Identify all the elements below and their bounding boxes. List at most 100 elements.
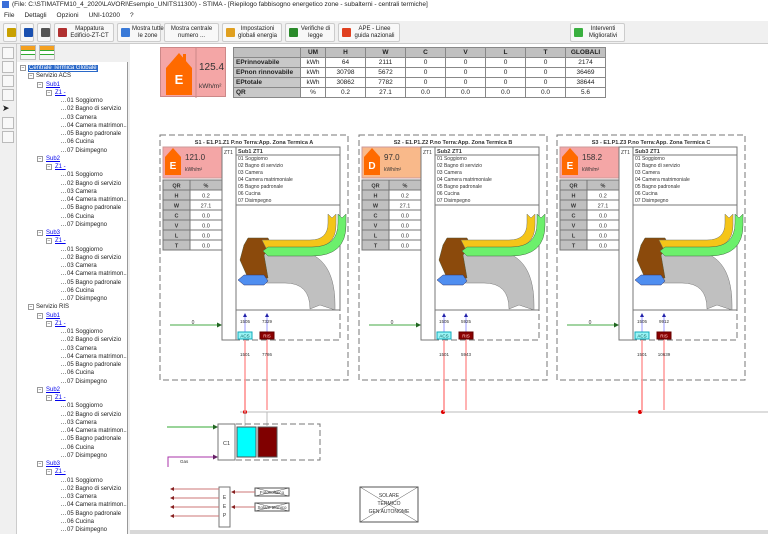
- tree-zone[interactable]: Z1 -: [55, 89, 66, 96]
- zoom-window-icon[interactable]: [2, 131, 14, 143]
- toolbar-button-exit-door[interactable]: [3, 23, 17, 42]
- tree-room[interactable]: 04 Camera matrimon...: [67, 428, 128, 434]
- ris-node[interactable]: [458, 331, 474, 340]
- collapse-toggle-icon[interactable]: −: [46, 89, 52, 96]
- tree-zone[interactable]: Z1 -: [55, 320, 66, 327]
- tree-room[interactable]: 06 Cucina: [67, 139, 95, 146]
- toolbar-button-improvements[interactable]: Interventi Migliorativi: [570, 23, 625, 42]
- acs-node[interactable]: [237, 331, 253, 340]
- tree-subaltern[interactable]: Sub3: [46, 230, 61, 236]
- tree-subaltern[interactable]: Sub1: [46, 81, 61, 88]
- tree-room[interactable]: 03 Camera: [67, 263, 97, 269]
- tree-root-centrale-termica[interactable]: Centrale Termica Globale: [28, 65, 98, 72]
- tree-zone[interactable]: Z1 -: [55, 238, 66, 245]
- generator-box[interactable]: [217, 423, 236, 461]
- menu-help[interactable]: ?: [130, 12, 134, 19]
- tree-room[interactable]: 04 Camera matrimon...: [67, 502, 128, 509]
- tree-room[interactable]: 02 Bagno di servizio: [67, 337, 122, 344]
- collapse-toggle-icon[interactable]: −: [28, 73, 34, 80]
- collapse-toggle-icon[interactable]: −: [37, 312, 43, 319]
- tree-room[interactable]: 07 Disimpegno: [67, 147, 108, 154]
- fit-view-icon[interactable]: [2, 75, 14, 87]
- tree-room[interactable]: 01 Soggiorno: [67, 98, 103, 104]
- tree-zone[interactable]: Z1 -: [55, 164, 66, 170]
- pan-icon[interactable]: [2, 117, 14, 129]
- tree-service[interactable]: Servizio RIS: [36, 304, 70, 311]
- collapse-toggle-icon[interactable]: −: [37, 155, 43, 162]
- tree-room[interactable]: 07 Disimpegno: [67, 527, 108, 533]
- tree-room[interactable]: 04 Camera matrimon...: [67, 122, 128, 129]
- toolbar-button-centrale[interactable]: Mostra centrale numero ...: [164, 23, 219, 42]
- tree-room[interactable]: 02 Bagno di servizio: [67, 106, 122, 113]
- expand-all-icon[interactable]: [20, 45, 36, 60]
- tree-zone[interactable]: Z1 -: [55, 395, 66, 401]
- tree-room[interactable]: 06 Cucina: [67, 287, 95, 294]
- tree-room[interactable]: 01 Soggiorno: [67, 477, 103, 484]
- tree-room[interactable]: 06 Cucina: [67, 213, 95, 220]
- collapse-toggle-icon[interactable]: −: [20, 65, 26, 71]
- tree-room[interactable]: 03 Camera: [67, 345, 97, 352]
- horizontal-scrollbar[interactable]: [130, 530, 768, 534]
- tree-room[interactable]: 01 Soggiorno: [67, 403, 103, 410]
- collapse-toggle-icon[interactable]: −: [46, 164, 52, 170]
- toolbar-button-energy-label[interactable]: APE - Linee guida nazionali: [338, 23, 400, 42]
- tree-room[interactable]: 07 Disimpegno: [67, 378, 108, 385]
- tree-room[interactable]: 05 Bagno padronale: [67, 131, 122, 137]
- tree-room[interactable]: 06 Cucina: [67, 518, 95, 525]
- tree-subaltern[interactable]: Sub1: [46, 312, 61, 319]
- tree-room[interactable]: 03 Camera: [67, 419, 97, 426]
- zoom-in-icon[interactable]: [2, 47, 14, 59]
- center-icon[interactable]: [2, 89, 14, 101]
- tree-room[interactable]: 07 Disimpegno: [67, 452, 108, 459]
- collapse-toggle-icon[interactable]: −: [37, 461, 43, 467]
- tree-subaltern[interactable]: Sub2: [46, 155, 61, 162]
- toolbar-button-check[interactable]: Verifiche di legge: [285, 23, 335, 42]
- pointer-icon[interactable]: ➤: [2, 103, 10, 113]
- plant-tree[interactable]: − Centrale Termica Globale − Servizio ACS − S…: [17, 62, 128, 534]
- collapse-all-icon[interactable]: [39, 45, 55, 60]
- toolbar-button-building-map[interactable]: Mappatura Edificio-ZT-CT: [54, 23, 114, 42]
- tree-room[interactable]: 05 Bagno padronale: [67, 362, 122, 368]
- tree-subaltern[interactable]: Sub2: [46, 386, 61, 393]
- room-list[interactable]: [434, 146, 540, 206]
- acs-node[interactable]: [634, 331, 650, 340]
- tree-service[interactable]: Servizio ACS: [36, 73, 72, 80]
- tree-room[interactable]: 07 Disimpegno: [67, 296, 108, 302]
- tree-room[interactable]: 04 Camera matrimon...: [67, 353, 128, 360]
- tree-room[interactable]: 07 Disimpegno: [67, 221, 108, 228]
- acs-storage[interactable]: [236, 426, 257, 458]
- collapse-toggle-icon[interactable]: −: [46, 238, 52, 245]
- acs-node[interactable]: [436, 331, 452, 340]
- collapse-toggle-icon[interactable]: −: [37, 386, 43, 393]
- tree-subaltern[interactable]: Sub3: [46, 461, 61, 467]
- toolbar-button-save[interactable]: [20, 23, 34, 42]
- tree-room[interactable]: 05 Bagno padronale: [67, 279, 122, 286]
- ris-storage[interactable]: [257, 426, 278, 458]
- collapse-toggle-icon[interactable]: −: [46, 320, 52, 327]
- ris-node[interactable]: [259, 331, 275, 340]
- toolbar-button-energy-settings[interactable]: Impostazioni globali energia: [222, 23, 282, 42]
- tree-room[interactable]: 01 Soggiorno: [67, 329, 103, 335]
- tree-room[interactable]: 03 Camera: [67, 494, 97, 500]
- tree-room[interactable]: 02 Bagno di servizio: [67, 180, 122, 187]
- tree-room[interactable]: 05 Bagno padronale: [67, 436, 122, 443]
- ris-node[interactable]: [656, 331, 672, 340]
- tree-room[interactable]: 01 Soggiorno: [67, 246, 103, 253]
- menu-uni10200[interactable]: UNI-10200: [88, 12, 121, 19]
- collapse-toggle-icon[interactable]: −: [28, 304, 34, 311]
- room-list[interactable]: [235, 146, 341, 206]
- menu-opzioni[interactable]: Opzioni: [56, 12, 79, 19]
- menu-dettagli[interactable]: Dettagli: [24, 12, 47, 19]
- tree-room[interactable]: 03 Camera: [67, 114, 97, 121]
- tree-room[interactable]: 04 Camera matrimon...: [67, 197, 128, 203]
- toolbar-button-print[interactable]: [37, 23, 51, 42]
- zoom-out-icon[interactable]: [2, 61, 14, 73]
- collapse-toggle-icon[interactable]: −: [46, 469, 52, 476]
- room-list[interactable]: [632, 146, 738, 206]
- collapse-toggle-icon[interactable]: −: [37, 230, 43, 236]
- toolbar-button-zones[interactable]: Mostra tutte le zone: [117, 23, 164, 42]
- tree-room[interactable]: 04 Camera matrimon...: [67, 271, 128, 278]
- collapse-toggle-icon[interactable]: −: [46, 395, 52, 401]
- collapse-toggle-icon[interactable]: −: [37, 81, 43, 88]
- menu-file[interactable]: File: [4, 12, 15, 19]
